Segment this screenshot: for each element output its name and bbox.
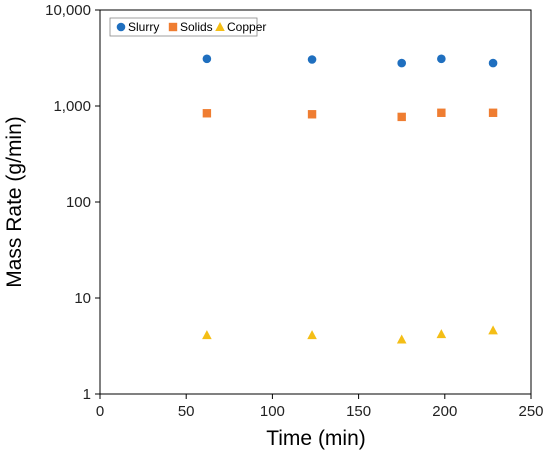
x-tick-label: 150 bbox=[346, 403, 371, 420]
x-tick-label: 50 bbox=[178, 403, 195, 420]
x-tick-label: 200 bbox=[432, 403, 457, 420]
legend-label-slurry: Slurry bbox=[128, 20, 159, 34]
copper-point bbox=[307, 330, 317, 340]
legend-marker-copper bbox=[215, 22, 225, 31]
y-tick-label: 1,000 bbox=[53, 98, 91, 115]
plot-area bbox=[99, 9, 532, 395]
slurry-point bbox=[202, 54, 212, 64]
solids-point bbox=[488, 108, 498, 117]
y-tick-label: 1 bbox=[83, 386, 91, 403]
solids-point bbox=[397, 112, 406, 122]
x-axis-ticks: 0 50 100 150 200 250 bbox=[96, 394, 544, 420]
legend-label-copper: Copper bbox=[227, 20, 266, 34]
x-axis-title: Time (min) bbox=[266, 427, 366, 450]
y-axis-ticks: 1 10 100 1,000 10,000 bbox=[45, 2, 100, 403]
solids-point bbox=[202, 109, 212, 118]
x-tick-label: 250 bbox=[518, 403, 543, 420]
legend-items: Slurry Solids Copper bbox=[116, 20, 266, 34]
slurry-point bbox=[488, 58, 498, 68]
slurry-point bbox=[437, 54, 446, 64]
x-tick-label: 0 bbox=[96, 403, 104, 420]
legend-marker-slurry bbox=[116, 22, 126, 32]
solids-point bbox=[437, 108, 446, 117]
copper-point bbox=[396, 334, 407, 344]
y-tick-label: 10,000 bbox=[45, 2, 91, 19]
y-tick-label: 10 bbox=[74, 290, 91, 307]
data-marks bbox=[202, 54, 498, 344]
y-tick-label: 100 bbox=[66, 194, 91, 211]
x-tick-label: 100 bbox=[260, 403, 285, 420]
legend: Slurry Solids Copper bbox=[109, 17, 266, 37]
copper-point bbox=[202, 330, 212, 340]
slurry-point bbox=[307, 55, 317, 64]
solids-point bbox=[307, 110, 317, 119]
y-axis-title: Mass Rate (g/min) bbox=[3, 116, 26, 288]
legend-label-solids: Solids bbox=[180, 20, 213, 34]
legend-marker-solids bbox=[168, 22, 178, 32]
slurry-point bbox=[397, 58, 407, 68]
copper-point bbox=[488, 325, 498, 335]
copper-point bbox=[436, 329, 447, 339]
